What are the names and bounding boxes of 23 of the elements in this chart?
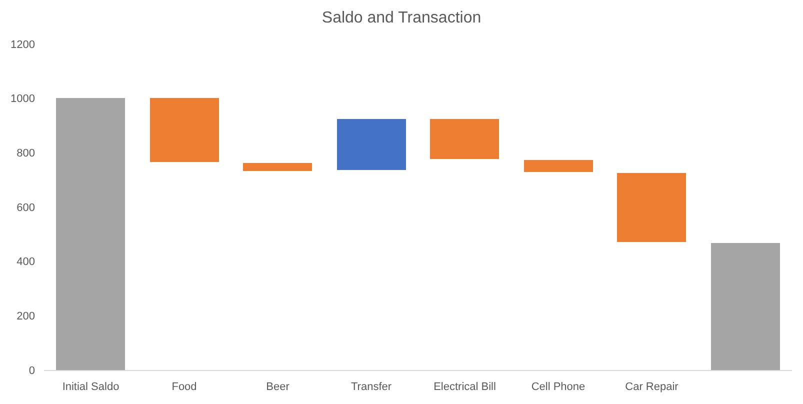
x-tick-label: Initial Saldo — [62, 381, 120, 394]
x-tick-label: Transfer — [350, 381, 392, 394]
x-tick-label: Cell Phone — [531, 381, 586, 394]
bar — [430, 119, 499, 159]
bar — [56, 98, 125, 370]
y-tick-label: 1000 — [10, 93, 35, 106]
y-tick-label: 0 — [28, 364, 35, 377]
x-tick-label: Beer — [266, 381, 290, 394]
y-tick-label: 400 — [16, 256, 35, 268]
bar — [243, 163, 312, 171]
y-tick-label: 800 — [16, 148, 35, 160]
bar — [711, 243, 780, 370]
y-tick-label: 600 — [16, 202, 35, 214]
y-tick-label: 200 — [16, 310, 35, 323]
bar — [150, 98, 219, 162]
y-tick-label: 1200 — [10, 38, 35, 51]
bar — [337, 119, 406, 170]
x-tick-label: Car Repair — [625, 381, 679, 394]
x-tick-label: Food — [172, 381, 197, 394]
bar — [617, 173, 686, 242]
chart-title: Saldo and Transaction — [322, 10, 482, 27]
x-tick-label: Electrical Bill — [434, 381, 496, 394]
bar — [524, 160, 593, 172]
